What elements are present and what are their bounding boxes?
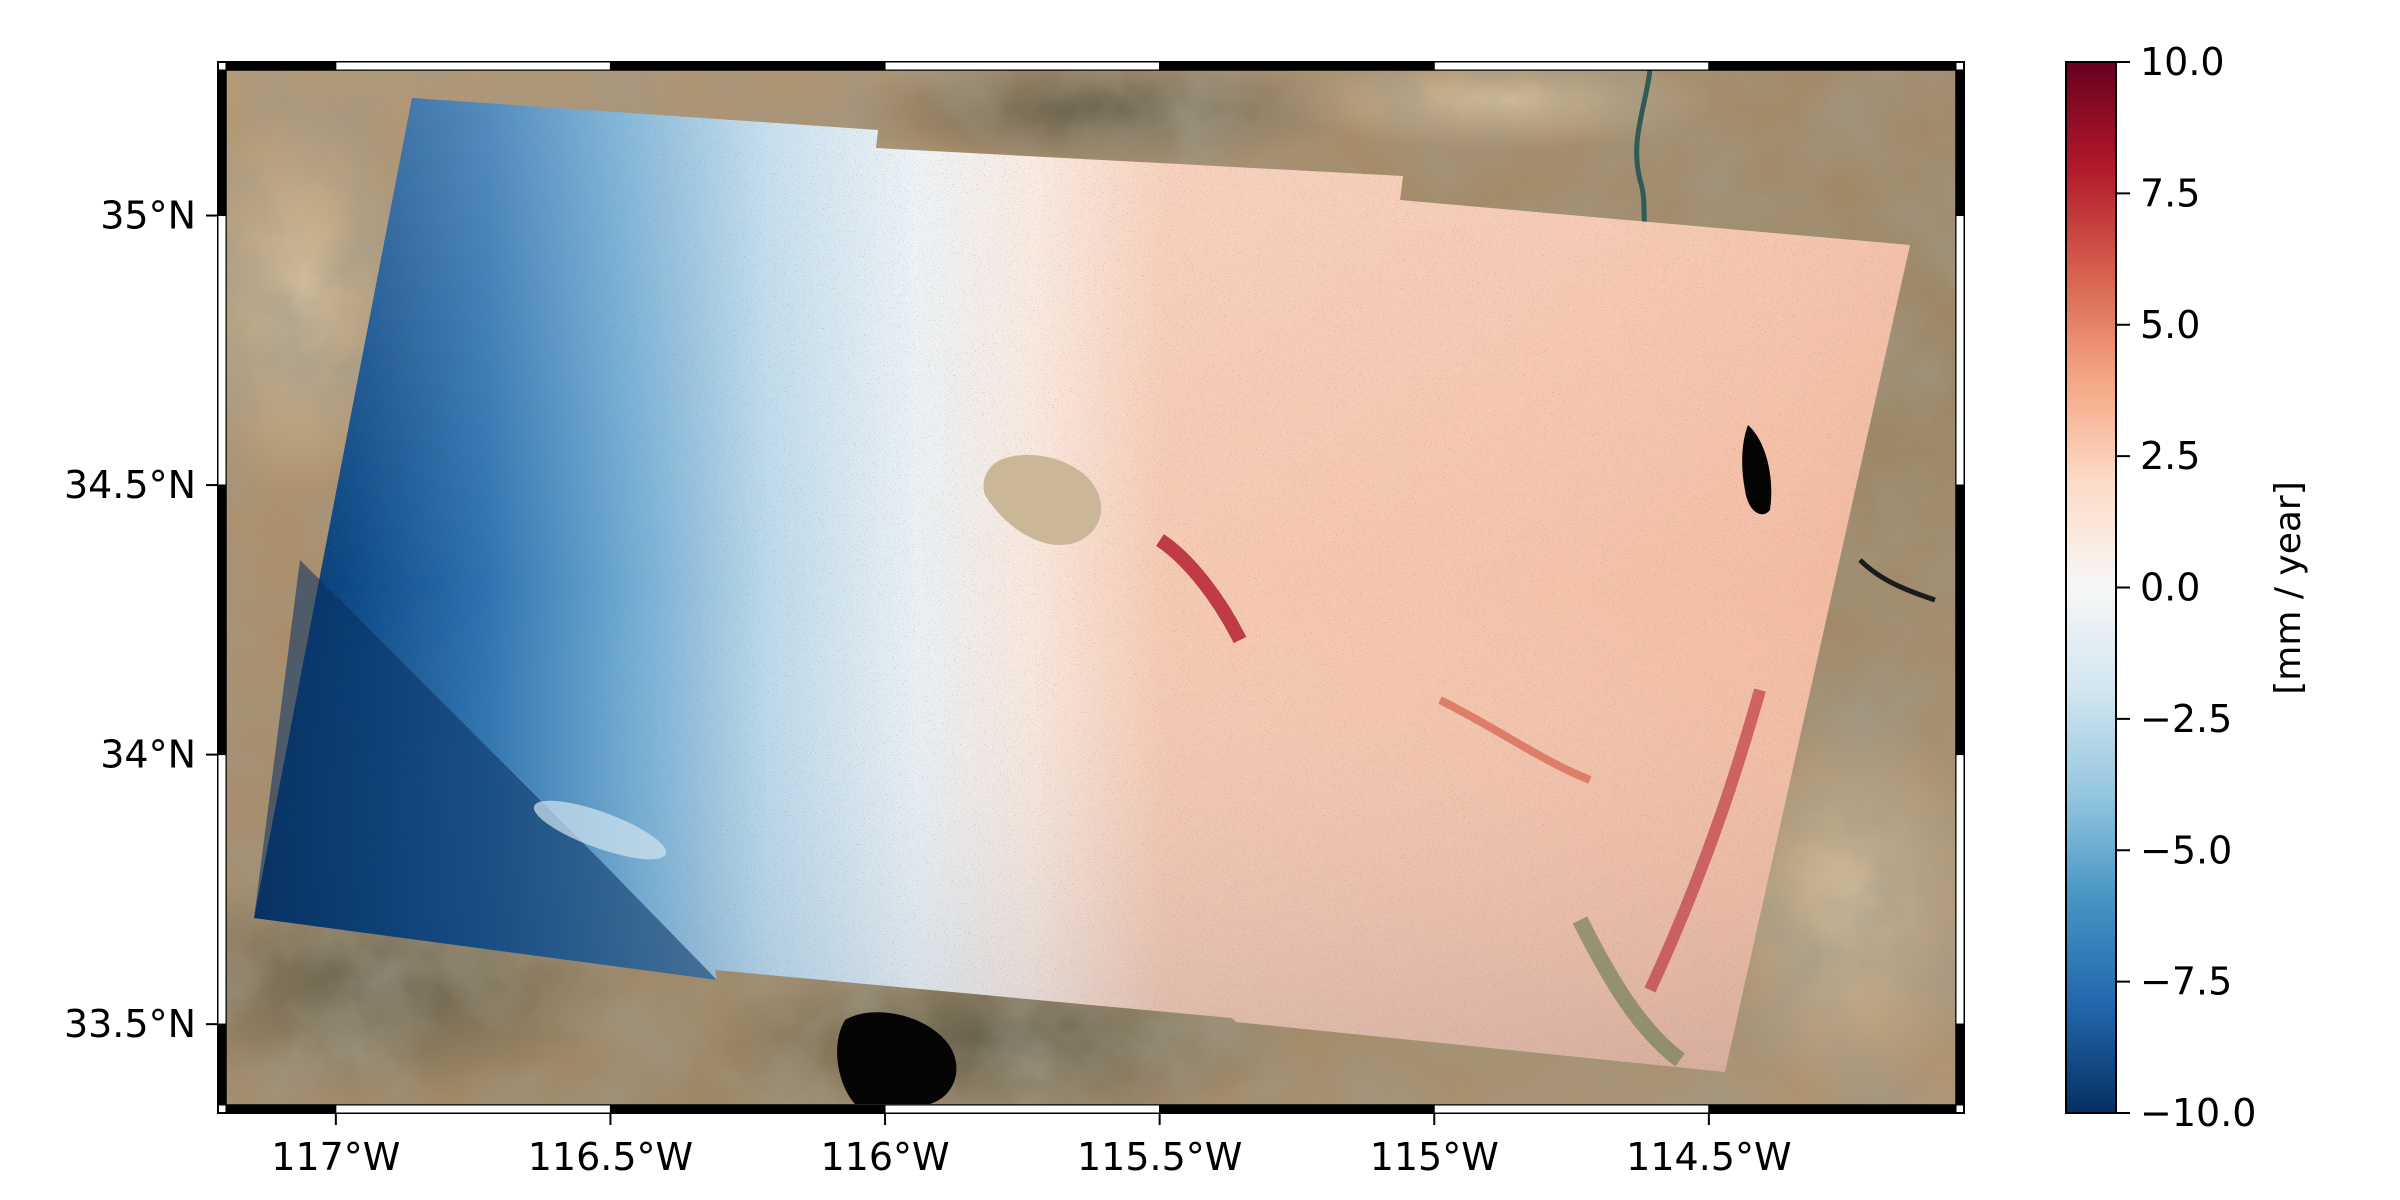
colorbar-label: [mm / year] — [2268, 481, 2309, 695]
x-tick-label: 115.5°W — [1077, 1135, 1242, 1179]
y-tick-label: 34.5°N — [64, 463, 196, 507]
dry-lake — [983, 454, 1102, 545]
colorbar-tick-label: −7.5 — [2140, 960, 2232, 1004]
y-tick-label: 33.5°N — [64, 1002, 196, 1046]
colorbar-tick-label: −2.5 — [2140, 697, 2232, 741]
x-tick-label: 115°W — [1370, 1135, 1499, 1179]
colorbar-tick-label: 10.0 — [2140, 40, 2225, 84]
salton-sea — [837, 1012, 957, 1104]
velocity-overlay — [254, 98, 1910, 1072]
colorbar-tick-label: 0.0 — [2140, 566, 2200, 610]
x-tick-label: 116.5°W — [528, 1135, 693, 1179]
x-tick-label: 117°W — [271, 1135, 400, 1179]
y-tick-label: 34°N — [100, 733, 196, 777]
colorbar-tick-label: −10.0 — [2140, 1091, 2256, 1135]
colorbar-tick-label: 2.5 — [2140, 434, 2200, 478]
colorbar-gradient — [2065, 61, 2117, 1114]
x-tick-label: 114.5°W — [1626, 1135, 1791, 1179]
x-tick-label: 116°W — [820, 1135, 949, 1179]
map-frame — [217, 61, 1965, 1114]
lake-havasu — [1742, 425, 1772, 515]
x-axis: 117°W 116.5°W 116°W 115.5°W 115°W 114.5°W — [271, 1113, 1792, 1179]
colorbar: 10.0 7.5 5.0 2.5 0.0 −2.5 −5.0 −7.5 −10.0 [mm / … — [2065, 40, 2309, 1135]
colorbar-ticks: 10.0 7.5 5.0 2.5 0.0 −2.5 −5.0 −7.5 −10.0 — [2116, 40, 2256, 1135]
y-tick-label: 35°N — [100, 194, 196, 238]
colorbar-tick-label: 5.0 — [2140, 303, 2200, 347]
colorbar-tick-label: 7.5 — [2140, 171, 2200, 215]
y-axis: 35°N 34.5°N 34°N 33.5°N — [64, 194, 218, 1046]
colorbar-tick-label: −5.0 — [2140, 828, 2232, 872]
